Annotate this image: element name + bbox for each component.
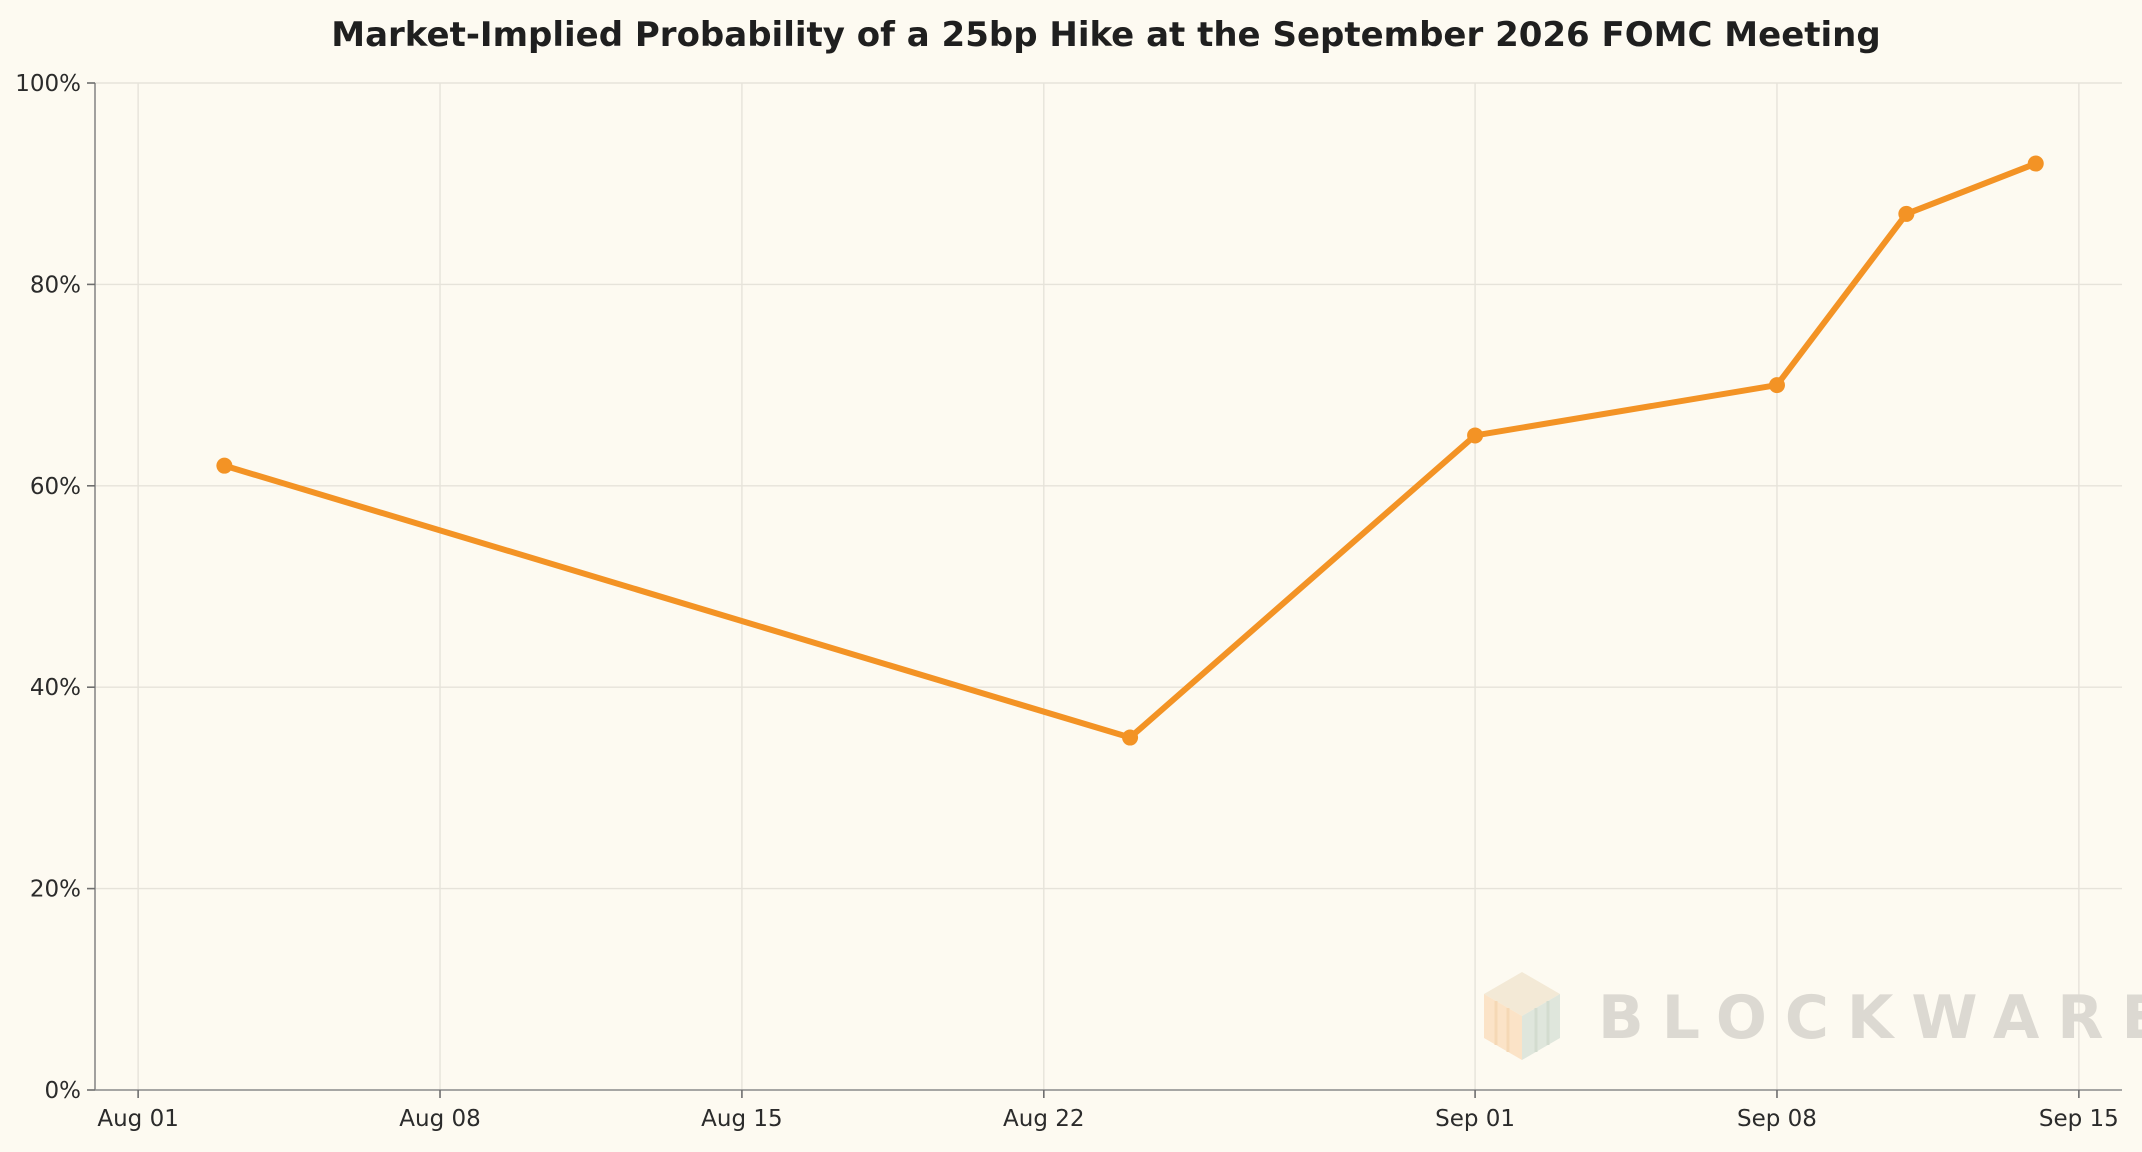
chart-title: Market-Implied Probability of a 25bp Hik… — [331, 15, 1880, 55]
data-point — [1898, 205, 1915, 222]
blockware-logo-icon — [1484, 972, 1560, 1060]
axes: 0% 20% 40% 60% 80% 100% Aug 01 Aug 08 Aug 15 Aug … — [15, 71, 2122, 1132]
y-tick-label: 40% — [30, 675, 81, 701]
x-tick-label: Aug 08 — [399, 1106, 481, 1132]
data-point — [216, 457, 233, 474]
data-point — [2027, 155, 2044, 172]
data-point — [1768, 377, 1785, 394]
grid — [95, 82, 2122, 1090]
x-tick-label: Aug 22 — [1003, 1106, 1085, 1132]
x-tick-label: Sep 01 — [1435, 1106, 1515, 1132]
points-layer — [216, 155, 2044, 746]
data-point — [1467, 427, 1484, 444]
watermark: BLOCKWARE — [1484, 972, 2142, 1060]
series-layer — [221, 160, 2039, 741]
x-tick-label: Sep 08 — [1737, 1106, 1817, 1132]
data-point — [1122, 729, 1139, 746]
x-tick-label: Aug 01 — [97, 1106, 179, 1132]
series-line — [221, 160, 2039, 741]
x-tick-label: Aug 15 — [701, 1106, 783, 1132]
y-tick-label: 0% — [45, 1078, 82, 1104]
y-tick-label: 80% — [30, 272, 81, 298]
y-tick-label: 100% — [15, 71, 81, 97]
watermark-text: BLOCKWARE — [1598, 983, 2142, 1053]
y-tick-label: 20% — [30, 877, 81, 903]
x-tick-label: Sep 15 — [2039, 1106, 2119, 1132]
y-tick-label: 60% — [30, 474, 81, 500]
